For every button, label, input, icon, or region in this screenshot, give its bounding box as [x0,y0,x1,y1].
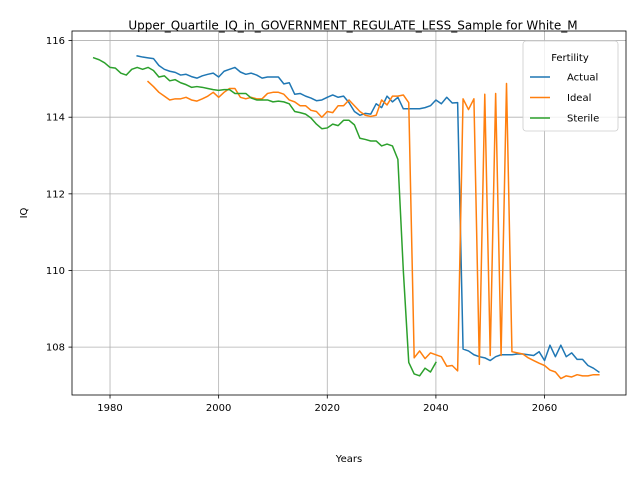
y-tick-label: 114 [46,113,65,124]
series-line-sterile [92,56,437,377]
legend-label-actual: Actual [567,73,598,84]
legend-label-sterile: Sterile [567,114,599,125]
legend-title: Fertility [551,53,589,64]
x-axis-ticks: 1980 2000 2020 2040 2060 [97,395,557,414]
legend-box [522,40,619,132]
x-tick-label: 2060 [532,403,557,414]
x-axis-label: Years [335,454,362,465]
legend-item-sterile: Sterile [530,114,599,125]
x-tick-label: 2000 [206,403,231,414]
y-axis-ticks: 108 110 112 114 116 [46,36,72,354]
legend-item-actual: Actual [530,73,598,84]
plot-frame [71,30,627,396]
chart-title: Upper_Quartile_IQ_in_GOVERNMENT_REGULATE… [128,19,577,33]
series-lines [92,55,600,380]
y-tick-label: 110 [46,266,65,277]
legend-item-ideal: Ideal [530,93,591,104]
x-tick-label: 2020 [315,403,340,414]
y-tick-label: 112 [46,189,65,200]
x-tick-label: 2040 [423,403,448,414]
series-line-ideal [146,80,600,380]
legend: Fertility Actual Ideal Sterile [522,40,619,132]
x-tick-label: 1980 [97,403,122,414]
y-axis-label: IQ [19,207,30,218]
y-tick-label: 116 [46,36,65,47]
grid-lines [72,31,626,395]
legend-label-ideal: Ideal [567,93,591,104]
y-tick-label: 108 [46,343,65,354]
